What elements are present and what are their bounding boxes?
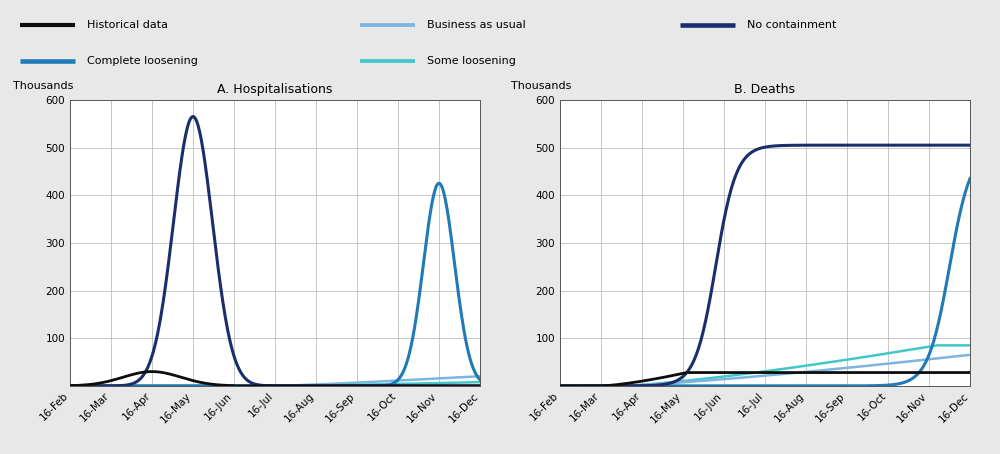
Text: Thousands: Thousands [511,81,571,91]
Text: Business as usual: Business as usual [427,20,526,30]
Title: B. Deaths: B. Deaths [734,83,796,96]
Text: Historical data: Historical data [87,20,168,30]
Text: No containment: No containment [747,20,836,30]
Text: Some loosening: Some loosening [427,56,516,66]
Text: Complete loosening: Complete loosening [87,56,198,66]
Title: A. Hospitalisations: A. Hospitalisations [217,83,333,96]
Text: Thousands: Thousands [13,81,73,91]
